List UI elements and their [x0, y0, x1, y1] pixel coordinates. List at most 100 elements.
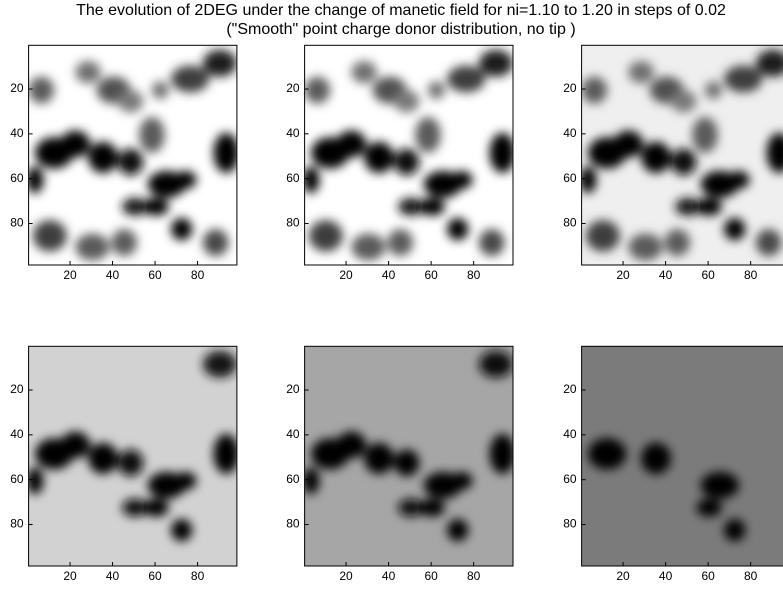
heatmap-blob [304, 166, 320, 194]
y-tick-label: 60 [563, 472, 577, 486]
heatmap-blobs [28, 350, 237, 542]
heatmap-blob [664, 229, 691, 257]
heatmap-blob [755, 49, 783, 77]
heatmap-blob [724, 518, 746, 542]
heatmap-blob [415, 117, 441, 153]
x-tick-label: 20 [63, 268, 77, 282]
x-tick-label: 80 [191, 268, 205, 282]
y-tick-label: 60 [286, 472, 300, 486]
heatmap-blob [175, 471, 197, 490]
heatmap-blob [364, 141, 394, 174]
y-tick-label: 80 [563, 216, 577, 230]
heatmap-blob [304, 467, 320, 495]
axes-frame [304, 345, 514, 567]
heatmap-panel: 20 40 60 80 20 40 60 80 [10, 345, 238, 583]
y-tick-label: 80 [286, 216, 300, 230]
heatmap-blob [489, 132, 513, 174]
x-tick-label: 40 [106, 569, 120, 583]
y-tick-label: 20 [10, 382, 24, 396]
heatmap-blob [351, 60, 377, 84]
y-tick-label: 60 [10, 472, 24, 486]
heatmap-blob [122, 498, 148, 517]
heatmap-blob [724, 217, 746, 241]
heatmap-blob [151, 81, 169, 100]
heatmap-panel: 20 40 60 80 20 40 60 80 [563, 345, 783, 583]
heatmap-blob [393, 449, 420, 477]
x-tick-label: 60 [701, 268, 715, 282]
heatmap-blob [111, 229, 138, 257]
heatmap-blob [202, 229, 229, 257]
heatmap-blob [419, 498, 445, 517]
heatmap-blob [704, 81, 722, 100]
x-tick-label: 80 [467, 569, 481, 583]
heatmap-blob [675, 197, 701, 216]
x-tick-label: 40 [659, 268, 673, 282]
heatmap-blob [692, 117, 718, 153]
heatmap-blob [478, 350, 513, 378]
x-tick-label: 20 [339, 268, 353, 282]
heatmap-blob [398, 197, 424, 216]
heatmap-blob [336, 431, 367, 459]
heatmap-blob [336, 130, 367, 158]
heatmap-blob [117, 148, 144, 176]
heatmap-image [581, 346, 783, 566]
axes-frame [304, 44, 514, 266]
x-tick-label: 40 [659, 569, 673, 583]
heatmap-panel: 20 40 60 80 20 40 60 80 [10, 44, 238, 282]
heatmap-blob [724, 65, 763, 93]
heatmap-panel: 20 40 60 80 20 40 60 80 [563, 44, 783, 282]
heatmap-blob [60, 130, 91, 158]
heatmap-blob [60, 431, 91, 459]
x-tick-label: 60 [148, 569, 162, 583]
y-tick-label: 40 [286, 427, 300, 441]
heatmap-blob [755, 229, 782, 257]
heatmap-blob [641, 141, 671, 174]
heatmap-blob [451, 471, 473, 490]
x-tick-label: 20 [339, 569, 353, 583]
heatmap-blob [585, 220, 620, 252]
heatmap-blobs [304, 350, 513, 542]
y-tick-label: 80 [563, 517, 577, 531]
axes-frame [28, 345, 238, 567]
y-tick-label: 60 [286, 171, 300, 185]
heatmap-blob [387, 229, 414, 257]
heatmap-blob [202, 350, 237, 378]
heatmap-blob [117, 449, 144, 477]
y-tick-label: 40 [10, 126, 24, 140]
heatmap-blob [581, 166, 597, 194]
heatmap-blob [670, 148, 697, 176]
heatmap-blob [75, 233, 110, 261]
heatmap-blob [308, 220, 343, 252]
heatmap-blob [451, 170, 473, 189]
heatmap-blob [117, 90, 144, 113]
heatmap-blob [728, 170, 750, 189]
heatmap-blob [28, 467, 44, 495]
heatmap-blob [75, 60, 101, 84]
y-tick-label: 40 [286, 126, 300, 140]
heatmap-image [304, 45, 513, 265]
heatmap-blob [304, 76, 331, 104]
heatmap-blobs [28, 49, 237, 261]
heatmap-blob [628, 60, 654, 84]
x-tick-label: 20 [616, 569, 630, 583]
axes-frame [28, 44, 238, 266]
heatmap-blob [581, 76, 608, 104]
heatmap-panel: 20 40 60 80 20 40 60 80 [286, 44, 514, 282]
heatmap-blob [696, 498, 722, 517]
y-tick-label: 40 [10, 427, 24, 441]
heatmap-blob [641, 442, 671, 475]
heatmap-blob [213, 433, 237, 475]
heatmap-panel: 20 40 60 80 20 40 60 80 [286, 345, 514, 583]
figure-title: The evolution of 2DEG under the change o… [76, 2, 726, 19]
heatmap-blob [447, 217, 469, 241]
heatmap-blob [171, 217, 193, 241]
x-tick-label: 60 [424, 569, 438, 583]
heatmap-blobs [587, 438, 746, 542]
heatmap-blob [28, 166, 44, 194]
heatmap-blob [351, 233, 386, 261]
y-tick-label: 20 [10, 81, 24, 95]
y-tick-label: 20 [563, 382, 577, 396]
heatmap-blobs [304, 49, 513, 261]
x-tick-label: 20 [63, 569, 77, 583]
